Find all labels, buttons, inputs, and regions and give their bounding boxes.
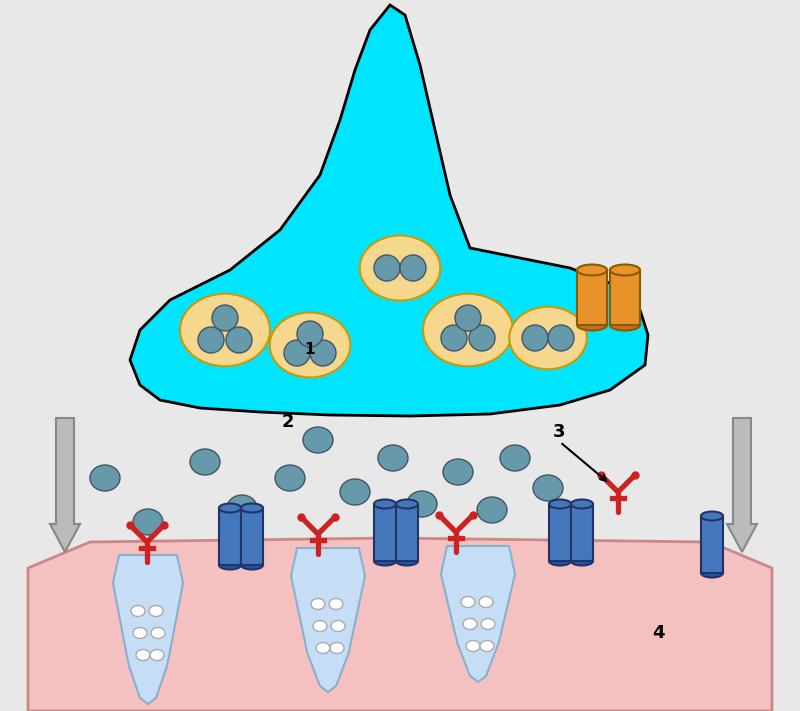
Ellipse shape — [190, 449, 220, 475]
Ellipse shape — [466, 641, 480, 651]
Ellipse shape — [549, 500, 571, 508]
Ellipse shape — [151, 628, 165, 638]
Ellipse shape — [311, 599, 325, 609]
Ellipse shape — [374, 557, 396, 565]
Bar — [241, 508, 263, 565]
Bar — [396, 504, 418, 561]
Ellipse shape — [241, 503, 263, 513]
Circle shape — [297, 321, 323, 347]
Text: 2: 2 — [282, 413, 294, 431]
Polygon shape — [441, 546, 515, 682]
Ellipse shape — [227, 495, 257, 521]
Ellipse shape — [330, 643, 344, 653]
Ellipse shape — [131, 606, 145, 616]
Ellipse shape — [396, 557, 418, 565]
Ellipse shape — [577, 264, 607, 275]
Ellipse shape — [340, 479, 370, 505]
Circle shape — [469, 325, 495, 351]
Ellipse shape — [549, 557, 571, 565]
Circle shape — [455, 305, 481, 331]
Ellipse shape — [577, 319, 607, 331]
Ellipse shape — [133, 509, 163, 535]
Bar — [571, 504, 593, 561]
Polygon shape — [28, 538, 772, 711]
Ellipse shape — [133, 628, 147, 638]
Ellipse shape — [443, 459, 473, 485]
Ellipse shape — [241, 560, 263, 570]
Ellipse shape — [219, 503, 241, 513]
Ellipse shape — [500, 445, 530, 471]
FancyArrow shape — [50, 418, 80, 552]
Ellipse shape — [610, 319, 640, 331]
Text: 4: 4 — [652, 624, 665, 642]
Ellipse shape — [275, 465, 305, 491]
Ellipse shape — [463, 619, 477, 629]
Ellipse shape — [396, 500, 418, 508]
Circle shape — [226, 327, 252, 353]
Circle shape — [548, 325, 574, 351]
Circle shape — [522, 325, 548, 351]
Polygon shape — [113, 555, 183, 704]
Ellipse shape — [219, 560, 241, 570]
Ellipse shape — [610, 264, 640, 275]
Ellipse shape — [136, 650, 150, 661]
Ellipse shape — [571, 557, 593, 565]
Text: 3: 3 — [553, 423, 566, 441]
Circle shape — [374, 255, 400, 281]
Ellipse shape — [477, 497, 507, 523]
Ellipse shape — [479, 597, 493, 607]
Ellipse shape — [407, 491, 437, 517]
Circle shape — [310, 340, 336, 366]
Ellipse shape — [270, 313, 350, 378]
Bar — [374, 504, 396, 561]
Polygon shape — [130, 5, 648, 416]
Circle shape — [198, 327, 224, 353]
Ellipse shape — [480, 641, 494, 651]
FancyArrow shape — [727, 418, 757, 552]
Ellipse shape — [180, 294, 270, 366]
Bar — [549, 504, 571, 561]
Ellipse shape — [378, 445, 408, 471]
Ellipse shape — [481, 619, 495, 629]
Ellipse shape — [701, 511, 723, 520]
Ellipse shape — [374, 500, 396, 508]
Ellipse shape — [331, 621, 345, 631]
Text: 1: 1 — [305, 343, 315, 358]
Ellipse shape — [90, 465, 120, 491]
Ellipse shape — [329, 599, 343, 609]
Ellipse shape — [571, 500, 593, 508]
Ellipse shape — [461, 597, 475, 607]
Circle shape — [400, 255, 426, 281]
Circle shape — [212, 305, 238, 331]
Ellipse shape — [303, 427, 333, 453]
Ellipse shape — [150, 650, 164, 661]
Ellipse shape — [360, 235, 440, 301]
Circle shape — [284, 340, 310, 366]
Ellipse shape — [423, 294, 513, 366]
Ellipse shape — [701, 569, 723, 577]
Bar — [577, 270, 607, 325]
Circle shape — [441, 325, 467, 351]
Bar — [610, 270, 640, 325]
Polygon shape — [291, 548, 365, 692]
Ellipse shape — [510, 306, 586, 369]
Ellipse shape — [316, 643, 330, 653]
Ellipse shape — [533, 475, 563, 501]
Ellipse shape — [313, 621, 327, 631]
Bar — [701, 516, 723, 573]
Bar — [219, 508, 241, 565]
Ellipse shape — [149, 606, 163, 616]
